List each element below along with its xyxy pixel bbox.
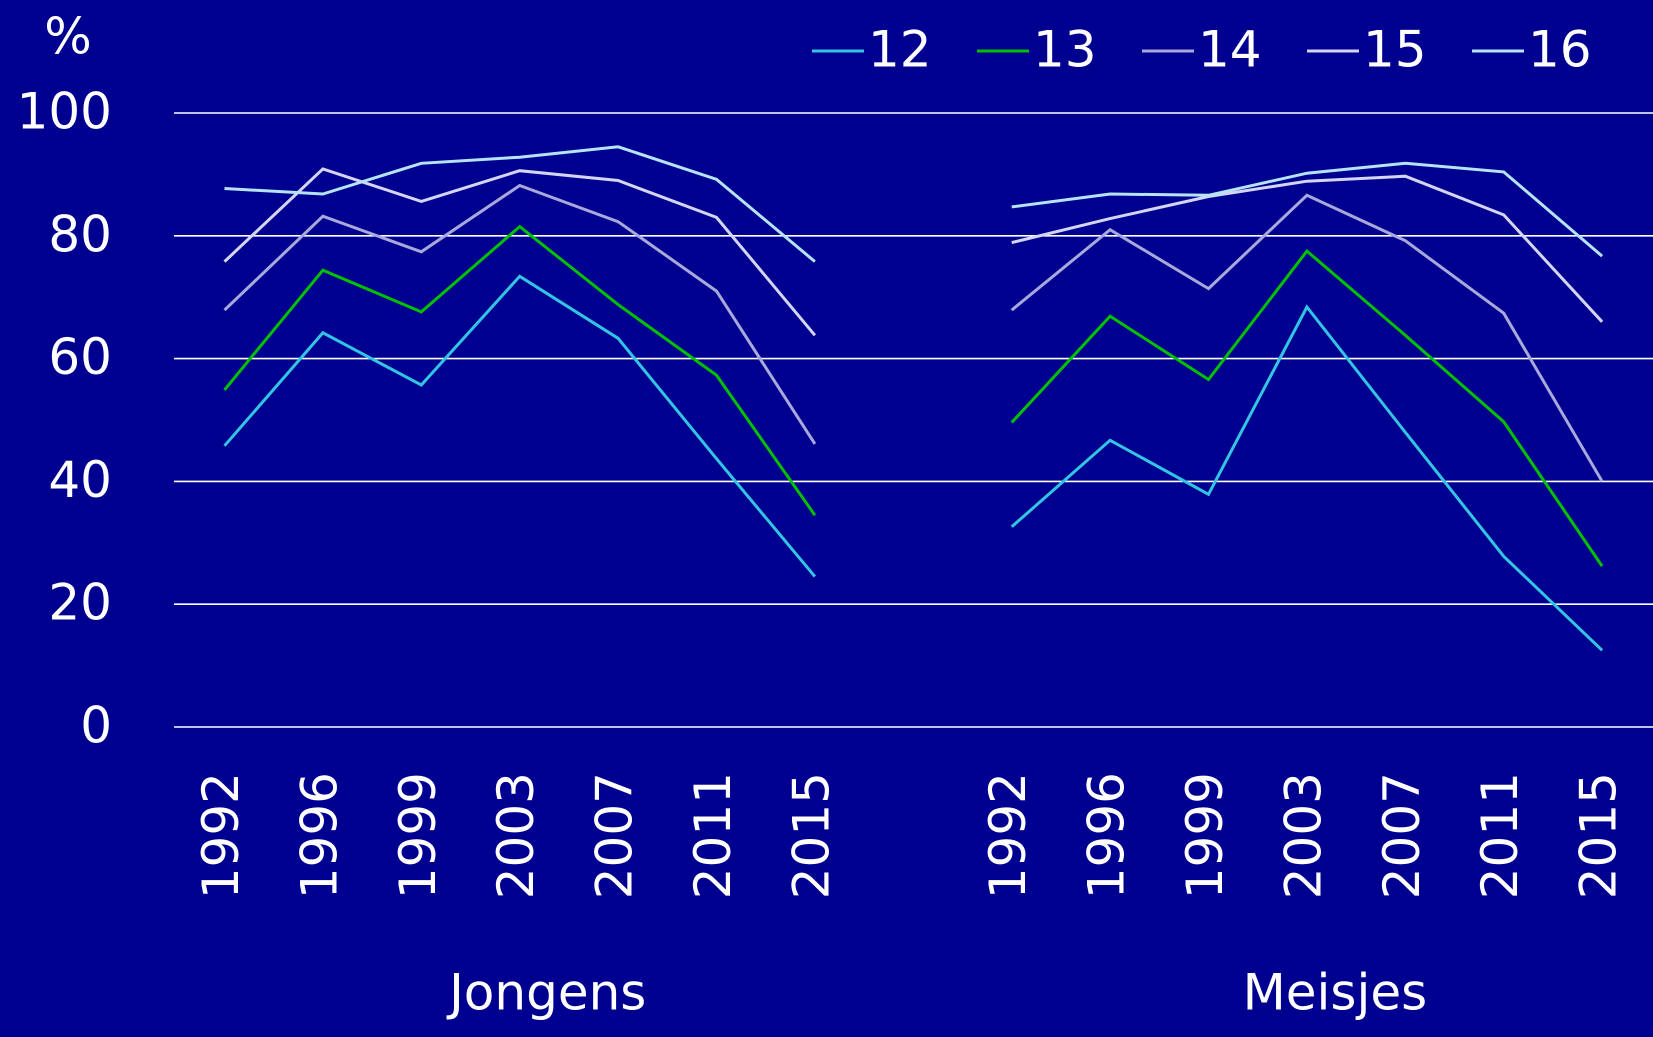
x-tick-label: 2015 bbox=[782, 772, 840, 899]
x-tick-label: 1992 bbox=[979, 772, 1037, 899]
legend-label: 15 bbox=[1363, 21, 1427, 79]
x-tick-label: 2015 bbox=[1570, 772, 1628, 899]
x-tick-label: 1996 bbox=[290, 772, 348, 899]
legend-label: 12 bbox=[868, 21, 932, 79]
x-tick-label: 1999 bbox=[389, 772, 447, 899]
series-line bbox=[223, 167, 1604, 337]
series-line bbox=[224, 145, 1604, 263]
legend-label: 13 bbox=[1033, 21, 1097, 79]
x-tick-label: 2011 bbox=[1471, 772, 1529, 899]
x-tick-label: 1996 bbox=[1078, 772, 1136, 899]
x-tick-label: 1999 bbox=[1176, 772, 1234, 899]
series-line bbox=[223, 274, 1604, 652]
y-tick-label: 100 bbox=[17, 83, 112, 141]
group-label: Jongens bbox=[446, 964, 646, 1022]
y-axis-label: % bbox=[44, 8, 92, 66]
y-tick-label: 60 bbox=[48, 328, 112, 386]
y-tick-label: 20 bbox=[48, 574, 112, 632]
x-tick-label: 2003 bbox=[1274, 772, 1332, 899]
legend-label: 16 bbox=[1528, 21, 1592, 79]
x-tick-label: 1992 bbox=[192, 772, 250, 899]
group-label: Meisjes bbox=[1243, 964, 1428, 1022]
x-tick-label: 2011 bbox=[684, 772, 742, 899]
series-line bbox=[223, 224, 1604, 567]
series-line bbox=[223, 183, 1604, 483]
y-tick-label: 0 bbox=[80, 697, 112, 755]
legend: 12 13 14 15 16 bbox=[812, 21, 1592, 79]
y-tick-label: 40 bbox=[48, 451, 112, 509]
legend-label: 14 bbox=[1198, 21, 1262, 79]
x-tick-label: 2007 bbox=[586, 772, 644, 899]
x-tick-label: 2007 bbox=[1373, 772, 1431, 899]
y-tick-label: 80 bbox=[48, 205, 112, 263]
x-tick-label: 2003 bbox=[487, 772, 545, 899]
